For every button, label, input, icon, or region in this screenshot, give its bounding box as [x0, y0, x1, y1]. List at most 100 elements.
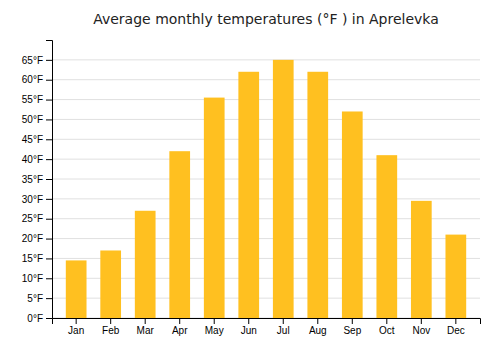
y-tick: 10°F: [22, 273, 52, 284]
x-tick-mark: [352, 318, 353, 324]
x-tick: Jul: [277, 318, 290, 336]
y-tick-label: 10°F: [22, 273, 43, 284]
y-tick-label: 65°F: [22, 55, 43, 66]
x-tick-label: Oct: [379, 325, 395, 336]
bar: [238, 72, 259, 318]
title: Average monthly temperatures (°F ) in Ap…: [93, 11, 439, 27]
x-axis: Jan Feb Mar Apr May Jun Jul Aug Sep Oct Nov Dec: [53, 318, 481, 336]
x-axis-line: [53, 319, 481, 325]
y-tick-mark: [46, 199, 52, 200]
y-tick: 45°F: [22, 134, 52, 145]
x-tick-label: Mar: [137, 325, 155, 336]
x-tick-label: Jan: [68, 325, 84, 336]
grid-line: [52, 179, 480, 180]
x-tick-mark: [386, 318, 387, 324]
bar: [66, 260, 87, 318]
y-tick: 55°F: [22, 94, 52, 105]
y-tick: 40°F: [22, 154, 52, 165]
x-tick: Oct: [379, 318, 395, 336]
grid: [52, 60, 480, 318]
y-tick-mark: [46, 119, 52, 120]
x-tick-mark: [179, 318, 180, 324]
x-tick: Mar: [137, 318, 155, 336]
bar: [342, 111, 363, 318]
y-axis-line: [46, 41, 53, 319]
bar: [135, 211, 156, 318]
x-tick-mark: [145, 318, 146, 324]
x-tick-mark: [317, 318, 318, 324]
y-tick-label: 0°F: [27, 313, 43, 324]
y-tick-label: 40°F: [22, 154, 43, 165]
y-tick: 15°F: [22, 253, 52, 264]
x-tick: Apr: [172, 318, 188, 336]
y-tick-label: 60°F: [22, 74, 43, 85]
bar: [411, 201, 432, 318]
y-tick-label: 30°F: [22, 194, 43, 205]
bar: [100, 250, 121, 318]
x-tick-label: Feb: [102, 325, 120, 336]
x-tick: Jun: [241, 318, 257, 336]
bar: [273, 60, 294, 318]
bar: [204, 98, 225, 318]
x-tick: Sep: [343, 318, 361, 336]
x-tick-label: Nov: [412, 325, 430, 336]
x-tick-mark: [110, 318, 111, 324]
bars: [66, 60, 466, 318]
y-tick: 30°F: [22, 194, 52, 205]
bar: [376, 155, 397, 318]
bar: [445, 235, 466, 318]
y-tick-label: 55°F: [22, 94, 43, 105]
grid-line: [52, 99, 480, 100]
y-tick-mark: [46, 159, 52, 160]
y-tick-mark: [46, 298, 52, 299]
y-tick-label: 15°F: [22, 253, 43, 264]
x-tick-mark: [214, 318, 215, 324]
y-tick-mark: [46, 318, 52, 319]
grid-line: [52, 119, 480, 120]
x-tick-mark: [421, 318, 422, 324]
y-tick: 50°F: [22, 114, 52, 125]
x-tick: Dec: [447, 318, 465, 336]
y-tick-mark: [46, 139, 52, 140]
plot: 0°F 5°F 10°F 15°F 20°F 25°F 30°F 35°F 40°F 45°F 50…: [22, 41, 481, 337]
y-tick-mark: [46, 219, 52, 220]
y-tick-mark: [46, 80, 52, 81]
y-tick-mark: [46, 179, 52, 180]
y-tick-label: 45°F: [22, 134, 43, 145]
y-tick: 65°F: [22, 55, 52, 66]
y-tick-mark: [46, 100, 52, 101]
grid-line: [52, 198, 480, 199]
bar: [169, 151, 190, 318]
y-tick: 0°F: [27, 313, 52, 324]
grid-line: [52, 159, 480, 160]
x-tick-mark: [455, 318, 456, 324]
y-tick-mark: [46, 239, 52, 240]
y-tick-mark: [46, 258, 52, 259]
x-tick: May: [205, 318, 224, 336]
y-tick-label: 50°F: [22, 114, 43, 125]
grid-line: [52, 59, 480, 60]
x-tick-label: Dec: [447, 325, 465, 336]
x-tick-label: Aug: [309, 325, 327, 336]
x-tick-label: Sep: [343, 325, 361, 336]
x-tick-mark: [248, 318, 249, 324]
y-tick: 35°F: [22, 174, 52, 185]
x-tick-label: Jul: [277, 325, 290, 336]
x-tick-mark: [283, 318, 284, 324]
grid-line: [52, 139, 480, 140]
grid-line: [52, 79, 480, 80]
x-tick-mark: [76, 318, 77, 324]
y-tick: 60°F: [22, 74, 52, 85]
y-tick: 20°F: [22, 233, 52, 244]
x-tick: Jan: [68, 318, 84, 336]
y-tick-label: 5°F: [27, 293, 43, 304]
x-tick: Aug: [309, 318, 327, 336]
y-tick: 5°F: [27, 293, 52, 304]
y-tick-mark: [46, 60, 52, 61]
y-tick-label: 35°F: [22, 174, 43, 185]
y-tick-mark: [46, 278, 52, 279]
x-tick-label: Apr: [172, 325, 188, 336]
y-tick-label: 20°F: [22, 233, 43, 244]
y-tick-label: 25°F: [22, 213, 43, 224]
bar: [307, 72, 328, 318]
